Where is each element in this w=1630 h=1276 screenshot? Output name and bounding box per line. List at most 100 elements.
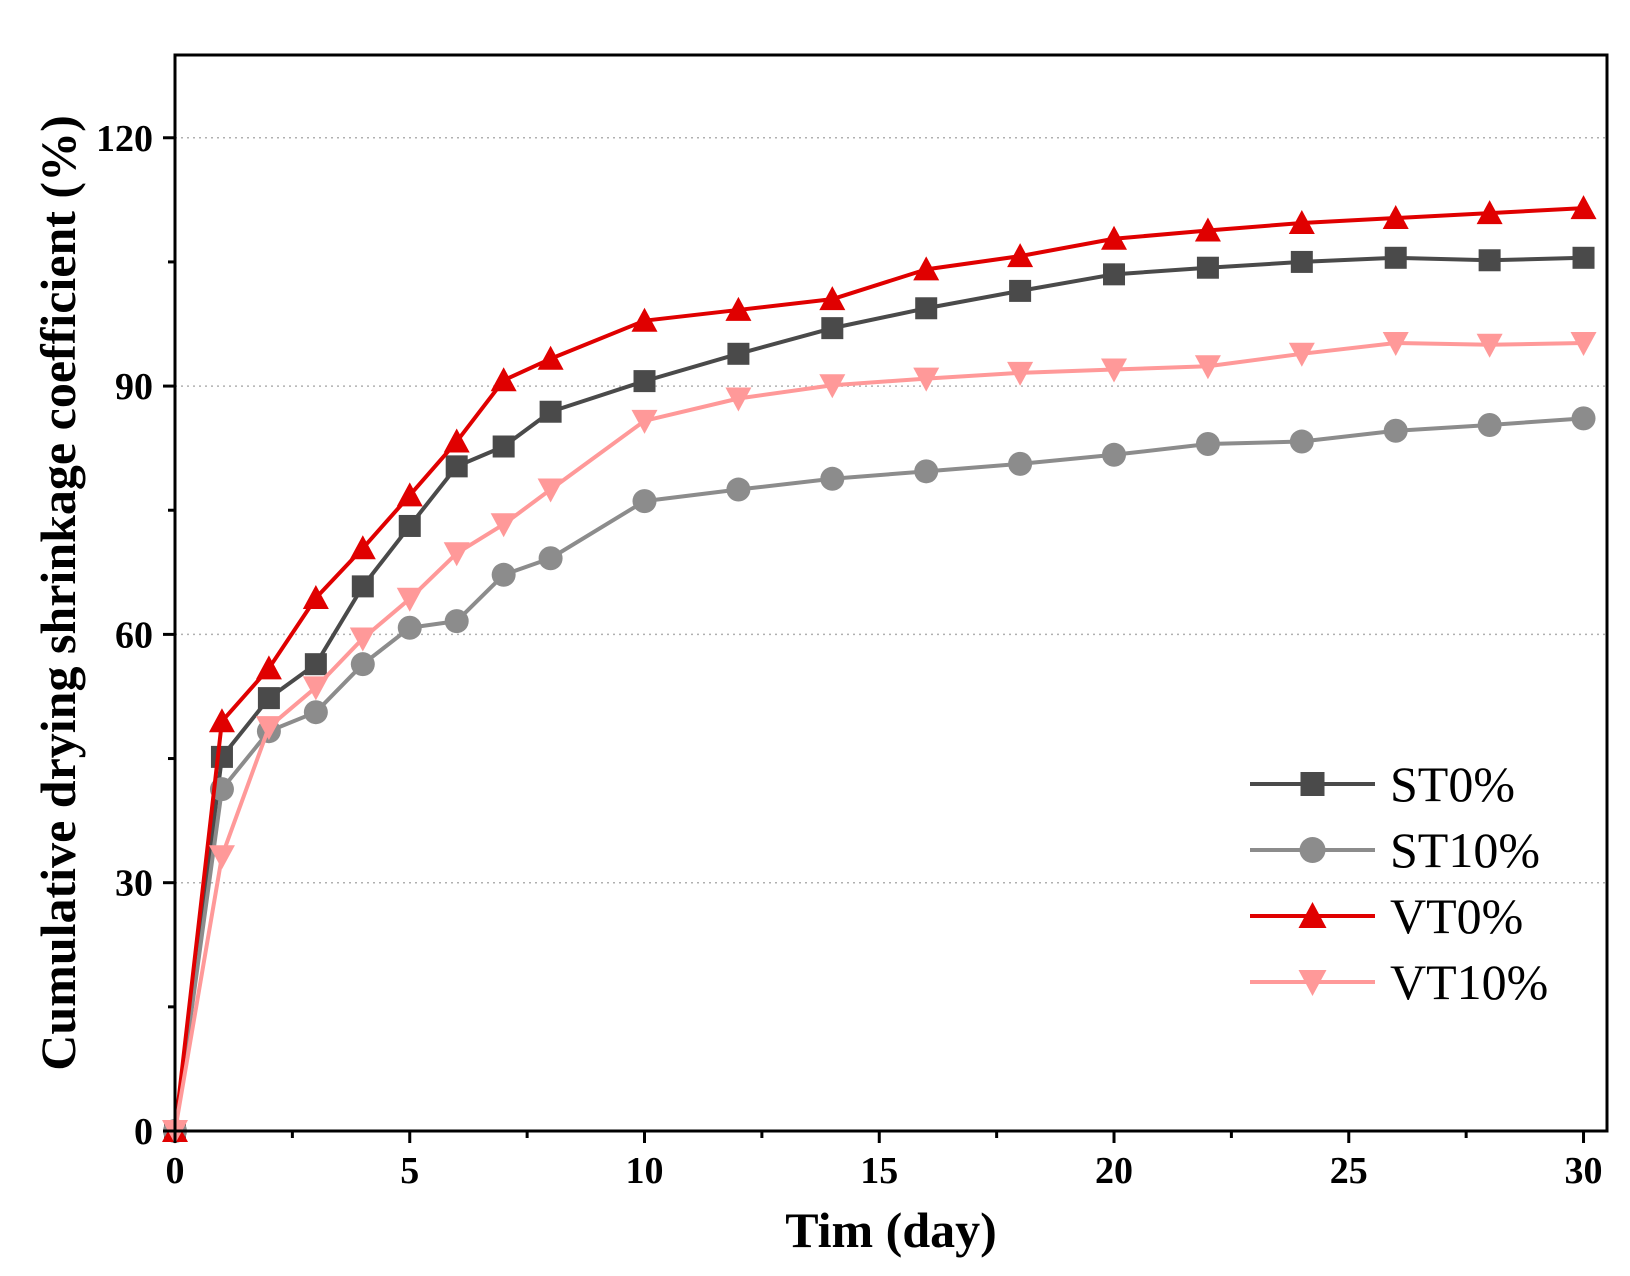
marker-square <box>915 297 938 320</box>
marker-triangle-up <box>302 584 329 609</box>
x-tick-label: 10 <box>626 1150 664 1192</box>
marker-triangle-up <box>631 307 658 332</box>
marker-triangle-down <box>302 676 329 701</box>
marker-circle <box>303 700 328 725</box>
marker-triangle-down <box>1288 342 1315 367</box>
legend-label: VT0% <box>1390 888 1523 944</box>
series-line <box>173 255 1584 1132</box>
x-tick-label: 0 <box>166 1150 185 1192</box>
marker-triangle-up <box>1298 902 1327 928</box>
marker-triangle-down <box>490 513 517 538</box>
x-tick-label: 15 <box>860 1150 898 1192</box>
marker-triangle-down <box>913 367 940 392</box>
marker-square <box>304 653 327 676</box>
x-axis-title: Tim (day) <box>785 1202 997 1258</box>
marker-triangle-up <box>1007 243 1034 268</box>
marker-triangle-up <box>255 655 282 680</box>
marker-square <box>1103 263 1126 286</box>
marker-triangle-up <box>1476 200 1503 225</box>
marker-triangle-up <box>490 367 517 392</box>
y-axis-title: Cumulative drying shrinkage coefficient … <box>30 115 86 1070</box>
series-ST10% <box>163 406 1596 1143</box>
marker-square <box>351 575 374 598</box>
marker-square <box>1572 246 1595 269</box>
marker-circle <box>1008 451 1033 476</box>
marker-circle <box>350 652 375 677</box>
marker-square <box>445 455 468 478</box>
x-tick-label: 25 <box>1330 1150 1368 1192</box>
marker-circle <box>1102 442 1127 467</box>
marker-triangle-down <box>255 716 282 741</box>
marker-triangle-up <box>725 296 752 321</box>
marker-triangle-up <box>208 708 235 733</box>
marker-triangle-up <box>913 256 940 281</box>
legend-label: VT10% <box>1390 954 1548 1010</box>
y-tick-label: 90 <box>115 366 153 408</box>
series-line <box>173 206 1584 1132</box>
marker-circle <box>820 466 845 491</box>
plot-frame <box>173 53 1609 1133</box>
marker-square <box>1478 249 1501 272</box>
marker-triangle-down <box>349 627 376 652</box>
marker-circle <box>538 546 563 571</box>
marker-circle <box>1299 837 1326 863</box>
marker-triangle-up <box>537 345 564 370</box>
marker-triangle-up <box>819 286 846 311</box>
marker-square <box>727 342 750 365</box>
marker-circle <box>1195 432 1220 457</box>
marker-circle <box>397 615 422 640</box>
marker-square <box>633 370 656 393</box>
marker-circle <box>444 609 469 634</box>
marker-circle <box>1477 412 1502 437</box>
marker-square <box>210 745 233 768</box>
marker-circle <box>914 459 939 484</box>
marker-square <box>1196 256 1219 279</box>
series-line <box>173 341 1584 1132</box>
marker-triangle-up <box>443 428 470 453</box>
marker-square <box>492 435 515 458</box>
marker-square <box>1384 246 1407 269</box>
marker-square <box>398 514 421 537</box>
marker-triangle-up <box>396 482 423 507</box>
y-tick-label: 30 <box>115 863 153 905</box>
marker-circle <box>491 562 516 587</box>
series-VT0% <box>162 195 1597 1142</box>
marker-triangle-down <box>819 374 846 399</box>
x-tick-label: 5 <box>400 1150 419 1192</box>
marker-triangle-down <box>1570 332 1597 357</box>
marker-circle <box>726 477 751 502</box>
marker-square <box>1009 279 1032 302</box>
y-tick-label: 120 <box>96 118 153 160</box>
legend-item: VT0% <box>1250 888 1523 944</box>
marker-triangle-up <box>1101 225 1128 250</box>
series-layer <box>162 195 1597 1144</box>
marker-triangle-down <box>1476 333 1503 358</box>
marker-triangle-down <box>208 845 235 870</box>
marker-circle <box>1289 429 1314 454</box>
marker-triangle-up <box>1382 205 1409 230</box>
marker-triangle-down <box>725 387 752 412</box>
marker-square <box>1300 772 1325 796</box>
series-line <box>173 416 1584 1132</box>
legend-label: ST0% <box>1390 756 1515 812</box>
marker-triangle-down <box>443 542 470 567</box>
marker-circle <box>1383 418 1408 443</box>
marker-triangle-down <box>1194 355 1221 380</box>
marker-triangle-down <box>631 409 658 434</box>
marker-triangle-down <box>537 478 564 503</box>
marker-circle <box>632 489 657 514</box>
axis-ticks: 0 5 10 15 20 25 30 0 30 60 90 120 <box>96 118 1603 1192</box>
marker-triangle-down <box>396 587 423 612</box>
x-tick-label: 20 <box>1095 1150 1133 1192</box>
marker-triangle-up <box>1194 217 1221 242</box>
marker-triangle-up <box>1288 210 1315 235</box>
series-VT10% <box>162 332 1597 1144</box>
marker-triangle-down <box>1101 358 1128 383</box>
marker-triangle-down <box>1382 332 1409 357</box>
marker-triangle-down <box>1007 361 1034 386</box>
marker-triangle-up <box>1570 195 1597 220</box>
y-tick-label: 60 <box>115 614 153 656</box>
x-tick-label: 30 <box>1565 1150 1603 1192</box>
marker-triangle-down <box>1298 970 1327 996</box>
